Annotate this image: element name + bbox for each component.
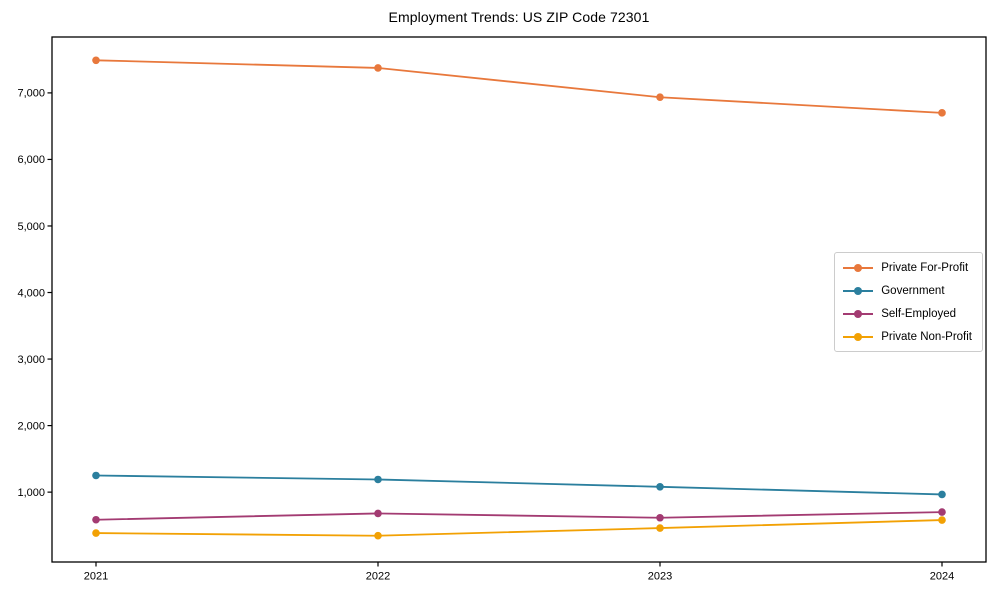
series-marker-private-for-profit-2024 [938, 109, 946, 117]
series-marker-private-for-profit-2022 [374, 64, 382, 72]
legend-label-government: Government [881, 284, 945, 297]
series-marker-private-non-profit-2021 [92, 529, 100, 537]
legend-marker-private-non-profit [843, 332, 874, 341]
y-tick-label: 1,000 [17, 487, 45, 499]
y-tick-label: 7,000 [17, 88, 45, 100]
series-marker-government-2021 [92, 471, 100, 480]
series-marker-private-for-profit-2021 [92, 56, 100, 65]
legend-item-private-non-profit: Private Non-Profit [843, 328, 972, 345]
legend-dot-swatch [854, 286, 863, 295]
series-marker-self-employed-2022 [374, 509, 382, 518]
legend-dot-swatch [854, 309, 863, 318]
series-marker-private-for-profit-2023 [656, 93, 664, 102]
legend-dot-swatch [854, 332, 863, 341]
series-marker-private-non-profit-2022 [374, 531, 382, 540]
series-marker-self-employed-2021 [92, 515, 100, 524]
series-marker-private-non-profit-2023 [656, 524, 664, 532]
x-tick-label-2022: 2022 [366, 571, 390, 583]
legend-item-self-employed: Self-Employed [843, 305, 972, 322]
legend-marker-self-employed [843, 309, 874, 318]
series-marker-government-2023 [656, 483, 664, 491]
y-tick-label: 2,000 [17, 420, 45, 432]
series-line-private-for-profit [95, 59, 943, 114]
series-line-private-non-profit [95, 519, 943, 537]
x-tick-label-2021: 2021 [84, 571, 108, 583]
axes-frame [51, 36, 987, 563]
series-marker-self-employed-2024 [938, 508, 946, 516]
x-tick-label-2023: 2023 [648, 571, 672, 583]
series-line-self-employed [95, 511, 943, 521]
legend-item-private-for-profit: Private For-Profit [843, 259, 972, 276]
series-marker-self-employed-2023 [656, 513, 664, 522]
chart-title: Employment Trends: US ZIP Code 72301 [388, 9, 650, 25]
y-tick-label: 5,000 [17, 221, 45, 233]
legend-marker-government [843, 286, 874, 295]
series-marker-private-non-profit-2024 [938, 516, 946, 524]
series-line-government [95, 474, 943, 496]
y-tick-label: 3,000 [17, 354, 45, 366]
x-tick-label-2024: 2024 [930, 571, 954, 583]
legend-dot-swatch [854, 263, 863, 272]
series-marker-government-2024 [938, 490, 946, 499]
y-tick-label: 4,000 [17, 287, 45, 299]
legend: Private For-Profit Government Self-Employe… [834, 252, 983, 352]
legend-label-private-non-profit: Private Non-Profit [881, 330, 972, 343]
legend-label-self-employed: Self-Employed [881, 307, 957, 320]
y-tick-label: 6,000 [17, 154, 45, 166]
series-marker-government-2022 [374, 475, 382, 484]
legend-label-private-for-profit: Private For-Profit [881, 261, 969, 274]
legend-marker-private-for-profit [843, 263, 874, 272]
legend-item-government: Government [843, 282, 972, 299]
